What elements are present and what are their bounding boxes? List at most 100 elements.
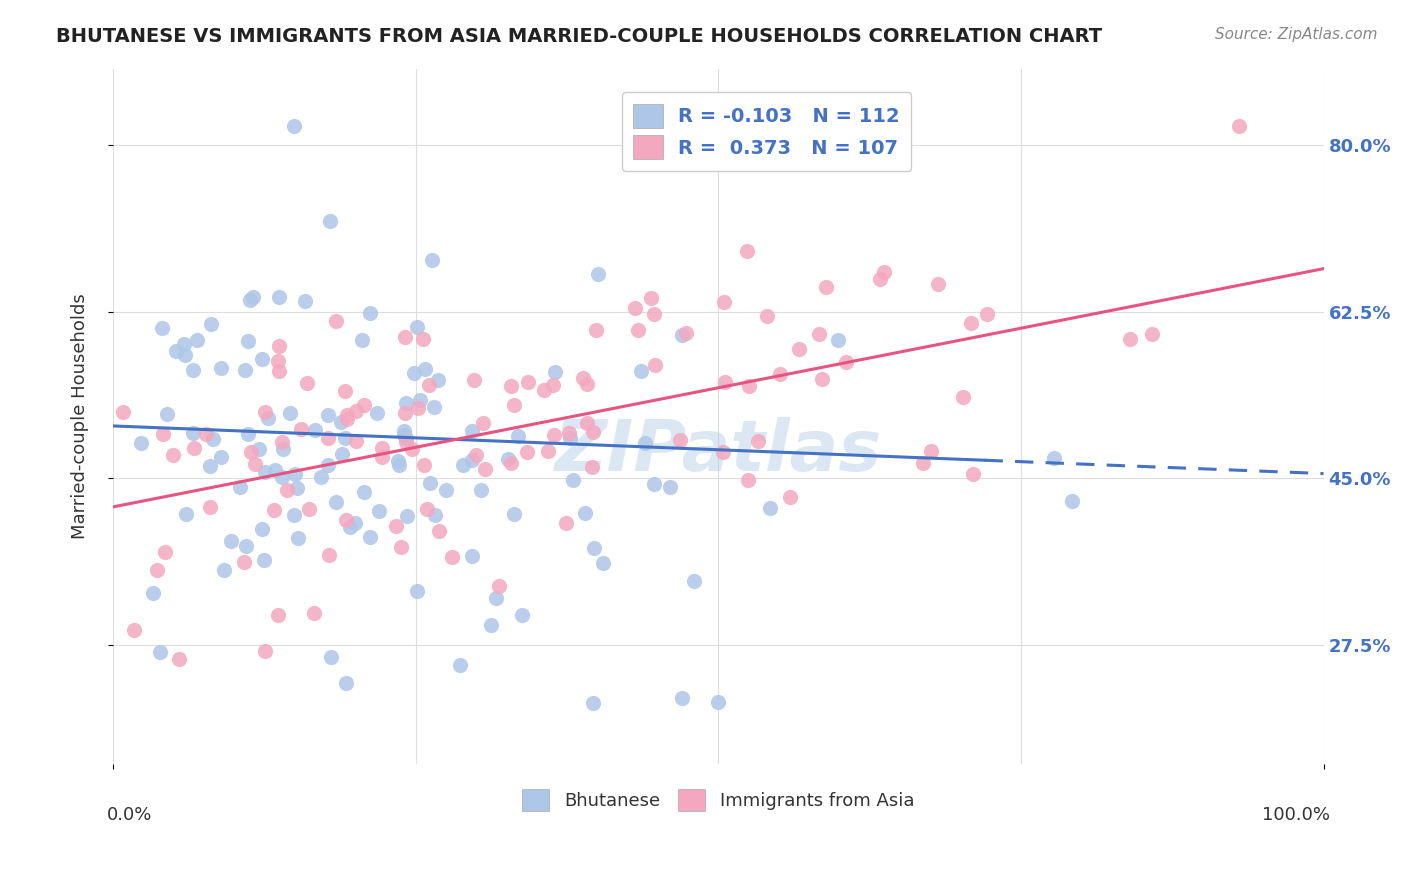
Point <box>165 344 187 359</box>
Point <box>440 549 463 564</box>
Point <box>271 470 294 484</box>
Point <box>586 267 609 281</box>
Point <box>827 333 849 347</box>
Point <box>516 375 538 389</box>
Point <box>769 367 792 381</box>
Point <box>815 279 838 293</box>
Point <box>713 295 735 310</box>
Point <box>359 306 381 320</box>
Point <box>463 373 485 387</box>
Point <box>316 408 339 422</box>
Point <box>643 307 665 321</box>
Point <box>714 376 737 390</box>
Point <box>394 330 416 344</box>
Point <box>200 317 222 331</box>
Point <box>167 652 190 666</box>
Point <box>253 405 276 419</box>
Point <box>418 378 440 392</box>
Point <box>911 456 934 470</box>
Point <box>460 549 482 564</box>
Point <box>669 434 692 448</box>
Point <box>174 507 197 521</box>
Point <box>162 449 184 463</box>
Point <box>194 427 217 442</box>
Point <box>111 405 134 419</box>
Point <box>318 214 340 228</box>
Point <box>278 406 301 420</box>
Point <box>756 309 779 323</box>
Legend: Bhutanese, Immigrants from Asia: Bhutanese, Immigrants from Asia <box>515 781 921 818</box>
Point <box>423 400 446 414</box>
Point <box>238 426 260 441</box>
Point <box>574 506 596 520</box>
Point <box>267 290 290 304</box>
Point <box>283 119 305 133</box>
Point <box>152 427 174 442</box>
Point <box>543 378 565 392</box>
Point <box>124 624 146 638</box>
Point <box>233 363 256 377</box>
Point <box>427 524 450 539</box>
Point <box>543 428 565 442</box>
Point <box>267 607 290 622</box>
Point <box>263 503 285 517</box>
Point <box>285 481 308 495</box>
Point <box>318 458 340 473</box>
Point <box>465 448 488 462</box>
Point <box>330 447 353 461</box>
Point <box>1043 451 1066 466</box>
Point <box>920 444 942 458</box>
Point <box>575 377 598 392</box>
Point <box>335 513 357 527</box>
Point <box>321 649 343 664</box>
Point <box>555 516 578 530</box>
Point <box>352 334 374 348</box>
Point <box>339 520 361 534</box>
Point <box>927 277 949 291</box>
Point <box>333 431 356 445</box>
Point <box>1227 119 1250 133</box>
Point <box>353 484 375 499</box>
Point <box>533 383 555 397</box>
Point <box>149 645 172 659</box>
Text: 0.0%: 0.0% <box>107 806 152 824</box>
Point <box>287 531 309 545</box>
Point <box>238 334 260 348</box>
Point <box>267 339 290 353</box>
Point <box>502 398 524 412</box>
Point <box>253 552 276 566</box>
Point <box>359 530 381 544</box>
Point <box>406 320 429 334</box>
Point <box>304 424 326 438</box>
Point <box>392 424 415 438</box>
Point <box>962 467 984 482</box>
Point <box>558 431 581 445</box>
Point <box>129 435 152 450</box>
Point <box>633 435 655 450</box>
Point <box>810 372 832 386</box>
Point <box>325 494 347 508</box>
Point <box>395 431 418 445</box>
Point <box>508 429 530 443</box>
Point <box>276 483 298 498</box>
Point <box>711 445 734 459</box>
Point <box>869 272 891 286</box>
Point <box>406 401 429 415</box>
Point <box>198 500 221 514</box>
Point <box>174 348 197 362</box>
Point <box>318 549 340 563</box>
Point <box>387 454 409 468</box>
Point <box>239 445 262 459</box>
Point <box>353 399 375 413</box>
Point <box>235 539 257 553</box>
Point <box>737 473 759 487</box>
Point <box>427 373 450 387</box>
Point <box>479 618 502 632</box>
Point <box>181 363 204 377</box>
Point <box>420 252 443 267</box>
Point <box>344 403 367 417</box>
Point <box>200 459 222 474</box>
Point <box>267 354 290 368</box>
Point <box>488 579 510 593</box>
Point <box>401 442 423 457</box>
